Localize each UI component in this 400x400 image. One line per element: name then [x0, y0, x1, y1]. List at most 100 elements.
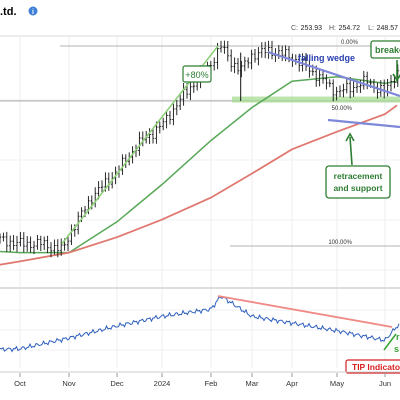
wedge-upper-line — [267, 50, 400, 98]
ohlc-bar — [189, 80, 192, 101]
x-tick-label: Apr — [286, 379, 298, 388]
ohlc-bar — [325, 74, 328, 90]
indicator-note-fragment-1: r — [396, 332, 400, 342]
indicator-breakout-arrow — [383, 333, 397, 351]
ohlc-bar — [42, 236, 46, 251]
price-stat-value: 253.93 — [301, 25, 323, 32]
ohlc-bar — [107, 172, 111, 191]
x-tick-label: Mar — [246, 379, 259, 388]
falling-wedge-label: falling wedge — [298, 53, 355, 63]
ohlc-bar — [5, 231, 9, 252]
x-tick-label: 2024 — [154, 379, 171, 388]
ohlc-bar — [161, 117, 165, 131]
fib-level-label: 0.00% — [341, 40, 359, 46]
ohlc-bar — [342, 83, 345, 98]
ohlc-bar — [2, 232, 5, 242]
x-tick-label: Jun — [379, 379, 391, 388]
ohlc-bar — [219, 40, 223, 53]
ohlc-bar — [365, 71, 369, 90]
ohlc-bar — [331, 79, 335, 102]
moving-average-medium-line — [0, 76, 398, 254]
price-stats: 248.57L: 254.72H: 253.93C: — [291, 25, 398, 32]
price-stat: 248.57L: — [368, 25, 398, 32]
ohlc-bar — [100, 180, 104, 194]
breakout-label-box — [370, 40, 400, 59]
ohlc-bar — [168, 110, 172, 125]
ohlc-bar — [138, 131, 141, 156]
retracement-label-box — [325, 165, 391, 199]
ohlc-bar — [0, 233, 2, 244]
wedge-lower-line — [327, 118, 400, 129]
chart-title-fragment: .td. — [0, 6, 17, 18]
ohlc-bar — [178, 92, 182, 111]
retracement-label-line2: and support — [333, 183, 382, 193]
ohlc-bar — [318, 69, 321, 87]
x-tick-label: Dec — [110, 379, 124, 388]
ohlc-bar — [229, 49, 233, 72]
ohlc-bar — [12, 235, 15, 251]
ohlc-bar — [246, 57, 250, 69]
support-zone — [232, 96, 400, 103]
ohlc-bar — [304, 52, 308, 71]
price-stat: 254.72H: — [329, 25, 360, 32]
ohlc-bar — [338, 85, 342, 97]
ohlc-bar — [280, 45, 284, 61]
ohlc-bar — [165, 111, 168, 129]
ohlc-bar — [25, 236, 29, 252]
ohlc-bar — [253, 49, 257, 63]
ohlc-bar — [260, 42, 264, 58]
tip-indicators-label: TIP Indicators — [352, 362, 400, 372]
ohlc-bar — [250, 49, 253, 70]
ohlc-bar — [172, 103, 175, 126]
indicator-note-fragment-2: s — [394, 344, 399, 354]
ohlc-bar — [158, 121, 162, 134]
ohlc-bar — [352, 80, 355, 97]
ohlc-bar — [328, 79, 332, 88]
ohlc-bar — [56, 239, 60, 258]
ohlc-bar — [226, 40, 230, 62]
ohlc-bar — [22, 232, 26, 253]
price-stat: 253.93C: — [291, 25, 322, 32]
ohlc-bar — [212, 57, 216, 71]
price-stat-label: C: — [291, 25, 298, 32]
ohlc-bar — [236, 57, 240, 75]
gain-label: +80% — [185, 70, 208, 80]
ohlc-bar — [379, 80, 383, 97]
indicator-panel: rs — [0, 289, 400, 368]
price-stat-value: 248.57 — [377, 25, 399, 32]
price-stat-label: H: — [329, 25, 336, 32]
gain-label-box — [182, 65, 212, 83]
svg-text:i: i — [32, 9, 34, 16]
annotations: +80% falling wedge breakout retracement and … — [182, 40, 400, 374]
ohlc-bar — [348, 77, 352, 99]
ohlc-bar — [243, 56, 247, 72]
ohlc-bar — [8, 235, 12, 252]
moving-average-long-line — [0, 104, 398, 266]
ohlc-bar — [70, 224, 73, 246]
x-tick-label: Nov — [62, 379, 76, 388]
fib-level-label: 50.00% — [332, 106, 353, 112]
breakout-label: breakout — [375, 45, 400, 55]
ohlc-bar — [175, 100, 179, 116]
ohlc-bar — [362, 70, 366, 90]
ohlc-bar — [270, 40, 274, 60]
ohlc-bar — [223, 40, 226, 54]
ohlc-bar — [53, 239, 56, 255]
ohlc-bar — [182, 83, 185, 106]
ohlc-bar — [151, 128, 155, 144]
ohlc-bar — [121, 154, 124, 175]
ohlc-bar — [233, 57, 236, 74]
x-tick-label: Feb — [205, 379, 218, 388]
ohlc-bar — [335, 86, 338, 101]
ohlc-bar — [267, 40, 270, 59]
ohlc-bar — [15, 235, 19, 253]
ohlc-bar — [93, 187, 97, 208]
ohlc-bar — [36, 234, 39, 250]
x-axis: Oct Nov Dec 2024 Feb Mar Apr May Jun — [0, 371, 400, 388]
info-circle-icon[interactable]: i — [28, 6, 38, 17]
ohlc-bar — [19, 232, 22, 247]
tip-indicators-box — [345, 359, 400, 374]
price-stat-label: L: — [368, 25, 374, 32]
